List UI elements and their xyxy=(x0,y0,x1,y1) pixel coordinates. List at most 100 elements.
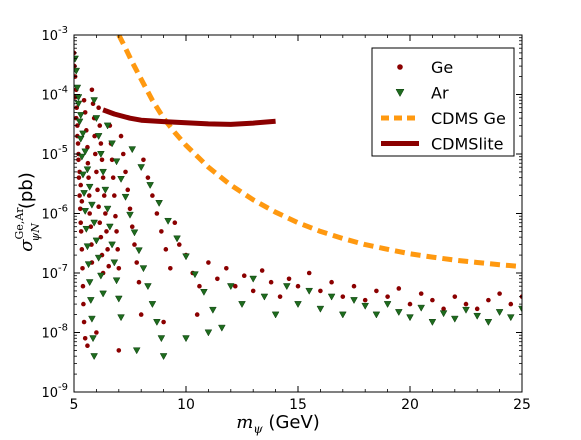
point-ge xyxy=(82,335,88,341)
point-ge xyxy=(82,110,88,115)
point-ge xyxy=(92,133,97,139)
point-ge xyxy=(113,213,118,219)
point-ge xyxy=(351,283,357,289)
point-ge xyxy=(79,247,85,252)
point-ge xyxy=(277,294,283,299)
point-ar xyxy=(506,314,515,322)
point-ar xyxy=(76,112,85,120)
point-ar xyxy=(406,314,414,322)
point-ge xyxy=(81,97,87,103)
point-ge xyxy=(486,297,491,303)
point-ar xyxy=(117,176,125,183)
point-ar xyxy=(78,153,86,161)
point-ar xyxy=(103,205,112,213)
point-ge xyxy=(172,220,178,226)
point-ge xyxy=(141,157,146,163)
point-ge xyxy=(85,144,90,150)
point-ar xyxy=(108,241,116,249)
point-ar xyxy=(182,253,190,261)
point-ge xyxy=(127,206,133,212)
point-ge xyxy=(96,105,101,110)
point-ar xyxy=(101,186,110,194)
point-ar xyxy=(132,347,141,355)
point-ge xyxy=(76,175,82,180)
point-ar xyxy=(81,208,90,215)
x-axis-label-sub: ψ xyxy=(253,422,263,436)
series-cdms-ge xyxy=(116,35,522,270)
point-ar xyxy=(316,305,325,313)
x-axis-label: mψ (GeV) xyxy=(236,412,320,436)
point-ar xyxy=(439,310,448,318)
point-ge xyxy=(78,229,84,234)
point-ar xyxy=(137,164,146,172)
point-ar xyxy=(218,324,226,332)
point-ar xyxy=(108,140,116,148)
y-tick-label: 10-9 xyxy=(41,382,68,401)
point-ge xyxy=(120,151,126,157)
point-ge xyxy=(89,87,95,93)
point-ar xyxy=(106,223,114,231)
point-ar xyxy=(428,319,437,326)
point-ar xyxy=(84,261,93,269)
point-ge xyxy=(75,123,80,128)
point-ge xyxy=(103,211,108,216)
point-ge xyxy=(197,283,202,289)
point-ge xyxy=(154,211,160,216)
point-ge xyxy=(80,283,86,289)
point-ar xyxy=(85,183,94,191)
legend-label: CDMS Ge xyxy=(431,109,506,128)
y-tick-label: 10-3 xyxy=(41,25,68,44)
point-ge xyxy=(286,276,292,282)
y-axis-label-symbol: σ xyxy=(16,239,37,252)
point-ar xyxy=(94,254,103,262)
point-ge xyxy=(76,157,81,163)
point-ge xyxy=(161,319,166,325)
point-ge xyxy=(99,157,105,163)
point-ge xyxy=(452,294,458,299)
point-ar xyxy=(282,283,291,291)
point-ge xyxy=(110,175,116,180)
y-axis-label-sup: Ge,Ar xyxy=(13,207,26,240)
point-ge xyxy=(116,348,122,353)
point-ar xyxy=(90,353,98,361)
point-ar xyxy=(394,309,403,317)
point-ge xyxy=(232,283,238,289)
point-ge xyxy=(118,133,124,139)
legend-item-cdmslite: CDMSlite xyxy=(381,135,503,154)
point-ar xyxy=(92,237,101,245)
point-ge xyxy=(206,260,211,265)
point-ge xyxy=(115,247,120,252)
point-ge xyxy=(97,220,103,226)
point-ar xyxy=(83,166,92,174)
point-ar xyxy=(130,229,139,237)
point-ar xyxy=(74,67,81,75)
point-ge xyxy=(104,229,109,234)
point-ar xyxy=(157,335,166,343)
y-axis-label-sub: ψN xyxy=(29,223,42,242)
point-ge xyxy=(407,301,413,307)
point-ar xyxy=(82,225,91,233)
point-ar xyxy=(75,118,84,126)
point-ar xyxy=(99,290,107,298)
point-ge xyxy=(88,224,94,229)
point-ge xyxy=(508,301,514,307)
point-ar xyxy=(361,302,370,310)
point-ge xyxy=(114,229,119,234)
point-ar xyxy=(121,193,130,201)
legend-swatch xyxy=(397,64,403,70)
y-axis: 10-9 10-8 10-7 10-6 10-5 10-4 10-3 xyxy=(41,25,522,401)
point-ar xyxy=(209,306,217,314)
point-ar xyxy=(372,311,381,319)
point-ar xyxy=(159,353,168,361)
point-ar xyxy=(103,122,112,130)
point-ge xyxy=(79,199,85,204)
point-ge xyxy=(86,175,91,180)
legend-item-ar: Ar xyxy=(395,84,449,103)
point-ar xyxy=(135,247,143,255)
point-ge xyxy=(100,175,106,180)
point-ge xyxy=(463,301,469,307)
point-ar xyxy=(114,295,123,303)
point-ar xyxy=(260,293,269,301)
x-tick-label: 15 xyxy=(289,397,307,413)
